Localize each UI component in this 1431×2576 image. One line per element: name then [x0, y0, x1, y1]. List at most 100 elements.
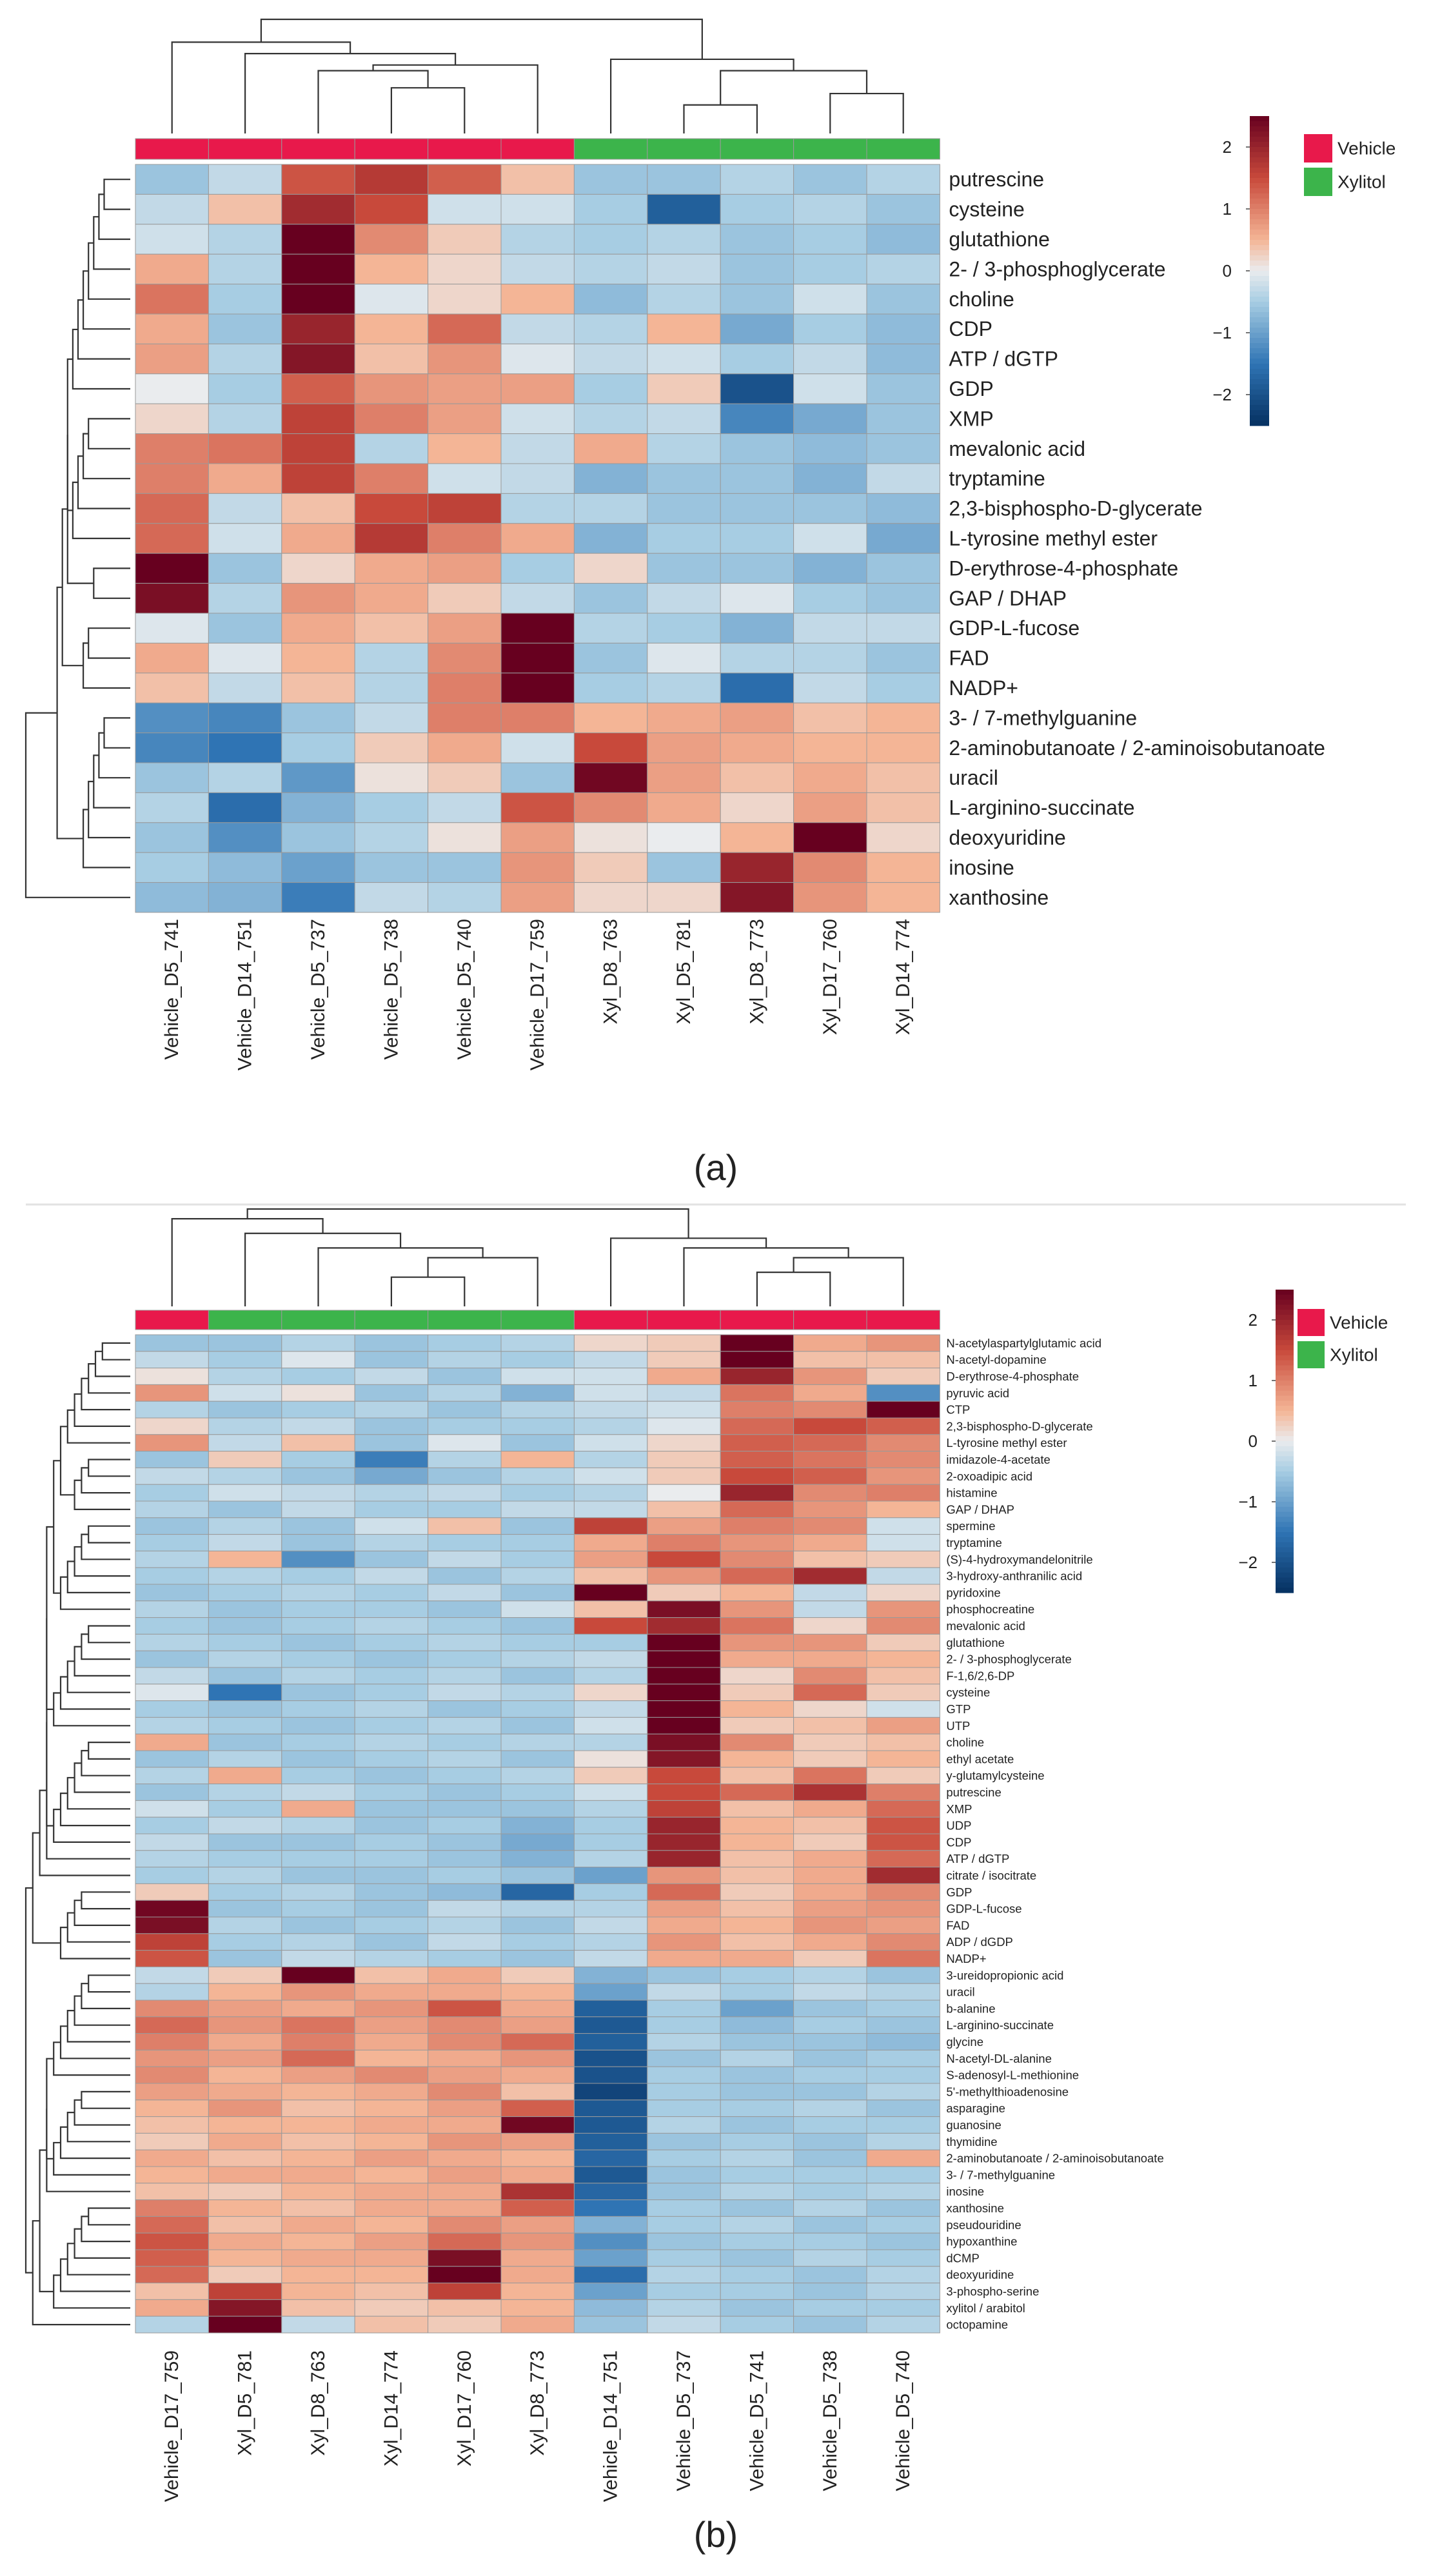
- heatmap-cell: [866, 1484, 940, 1502]
- heatmap-cell: [428, 1966, 502, 1984]
- column-label: Xyl_D5_781: [235, 2350, 256, 2455]
- heatmap-cell: [647, 2132, 721, 2150]
- row-label: phosphocreatine: [946, 1602, 1034, 1616]
- heatmap-cell: [573, 2299, 648, 2317]
- heatmap-cell: [866, 732, 940, 763]
- heatmap-cell: [354, 613, 429, 644]
- heatmap-cell: [281, 1633, 355, 1651]
- heatmap-cell: [500, 1900, 575, 1918]
- heatmap-cell: [866, 1833, 940, 1851]
- heatmap-cell: [500, 1384, 575, 1402]
- heatmap-cell: [428, 2066, 502, 2084]
- heatmap-cell: [428, 1633, 502, 1651]
- heatmap-cell: [428, 822, 502, 853]
- heatmap-cell: [866, 1517, 940, 1535]
- heatmap-cell: [354, 2033, 429, 2050]
- color-scale-segment: [1250, 307, 1269, 313]
- heatmap-cell: [354, 1417, 429, 1435]
- heatmap-cell: [428, 2232, 502, 2250]
- heatmap-cell: [500, 1850, 575, 1868]
- heatmap-cell: [354, 2132, 429, 2150]
- heatmap-cell: [793, 1667, 867, 1685]
- heatmap-cell: [135, 2016, 209, 2034]
- group-legend: Vehicle Xylitol: [1304, 134, 1396, 196]
- heatmap-cell: [281, 1983, 355, 2001]
- heatmap-cell: [793, 1784, 867, 1801]
- heatmap-cell: [647, 1401, 721, 1419]
- heatmap-cell: [573, 1700, 648, 1718]
- heatmap-cell: [866, 224, 940, 255]
- heatmap-cell: [208, 253, 282, 285]
- color-scale-segment: [1276, 1577, 1294, 1583]
- heatmap-cell: [208, 822, 282, 853]
- heatmap-cell: [135, 1617, 209, 1635]
- color-scale-segment: [1250, 333, 1269, 339]
- heatmap-cell: [281, 253, 355, 285]
- color-scale-segment: [1250, 204, 1269, 210]
- heatmap-cell: [500, 1401, 575, 1419]
- row-label: 2-aminobutanoate / 2-aminoisobutanoate: [946, 2152, 1163, 2165]
- heatmap-cell: [720, 642, 794, 674]
- heatmap-cell: [793, 1617, 867, 1635]
- heatmap-cell: [720, 1966, 794, 1984]
- heatmap-cell: [428, 882, 502, 913]
- heatmap-cell: [135, 1716, 209, 1735]
- heatmap-cell: [720, 2249, 794, 2267]
- heatmap-cell: [573, 1334, 648, 1352]
- heatmap-cell: [135, 463, 209, 494]
- heatmap-cell: [208, 1567, 282, 1585]
- heatmap-cell: [720, 673, 794, 703]
- heatmap-cell: [500, 1617, 575, 1635]
- heatmap-cell: [720, 1800, 794, 1818]
- heatmap-cell: [793, 762, 867, 793]
- heatmap-cell: [428, 1600, 502, 1618]
- heatmap-cell: [573, 2099, 648, 2118]
- heatmap-cell: [720, 1384, 794, 1402]
- heatmap-cell: [647, 224, 721, 255]
- heatmap-cell: [573, 1916, 648, 1934]
- heatmap-cell: [720, 1334, 794, 1352]
- heatmap-cell: [866, 2183, 940, 2201]
- heatmap-cell: [135, 224, 209, 255]
- column-group-cell: [428, 138, 502, 160]
- column-group-cell: [500, 1310, 575, 1330]
- heatmap-cell: [720, 493, 794, 524]
- heatmap-cell: [135, 2266, 209, 2284]
- color-scale-segment: [1276, 1335, 1294, 1341]
- heatmap-cell: [573, 2149, 648, 2167]
- column-label: Vehicle_D5_740: [893, 2350, 914, 2492]
- row-label: deoxyuridine: [949, 826, 1065, 849]
- heatmap-cell: [573, 1550, 648, 1568]
- heatmap-cell: [354, 493, 429, 524]
- color-scale-segment: [1276, 1461, 1294, 1467]
- heatmap-cell: [208, 1500, 282, 1519]
- heatmap-cell: [135, 1667, 209, 1685]
- heatmap-cell: [793, 613, 867, 644]
- heatmap-cell: [500, 2232, 575, 2250]
- heatmap-cell: [281, 463, 355, 494]
- heatmap-cell: [354, 732, 429, 763]
- heatmap-cell: [428, 852, 502, 883]
- heatmap-cell: [793, 1484, 867, 1502]
- row-label: cysteine: [946, 1686, 990, 1699]
- row-label: 3- / 7-methylguanine: [946, 2168, 1055, 2181]
- heatmap-cell: [647, 613, 721, 644]
- heatmap-cell: [793, 1650, 867, 1668]
- heatmap-cell: [573, 1733, 648, 1751]
- heatmap-cell: [354, 1584, 429, 1602]
- color-scale-legend: 2 1 0 −1 −2: [1238, 1290, 1294, 1593]
- heatmap-cell: [720, 1933, 794, 1951]
- heatmap-cell: [354, 463, 429, 494]
- heatmap-cell: [354, 2232, 429, 2250]
- column-group-cell: [208, 1310, 282, 1330]
- heatmap-cell: [354, 792, 429, 823]
- heatmap-cell: [647, 1983, 721, 2001]
- heatmap-cell: [500, 1966, 575, 1984]
- heatmap-cell: [135, 1684, 209, 1702]
- color-scale-legend: 2 1 0 −1 −2: [1212, 116, 1269, 426]
- heatmap-cell: [428, 463, 502, 494]
- heatmap-cell: [866, 523, 940, 554]
- heatmap-cell: [500, 1550, 575, 1568]
- heatmap-cell: [866, 762, 940, 793]
- heatmap-cell: [354, 253, 429, 285]
